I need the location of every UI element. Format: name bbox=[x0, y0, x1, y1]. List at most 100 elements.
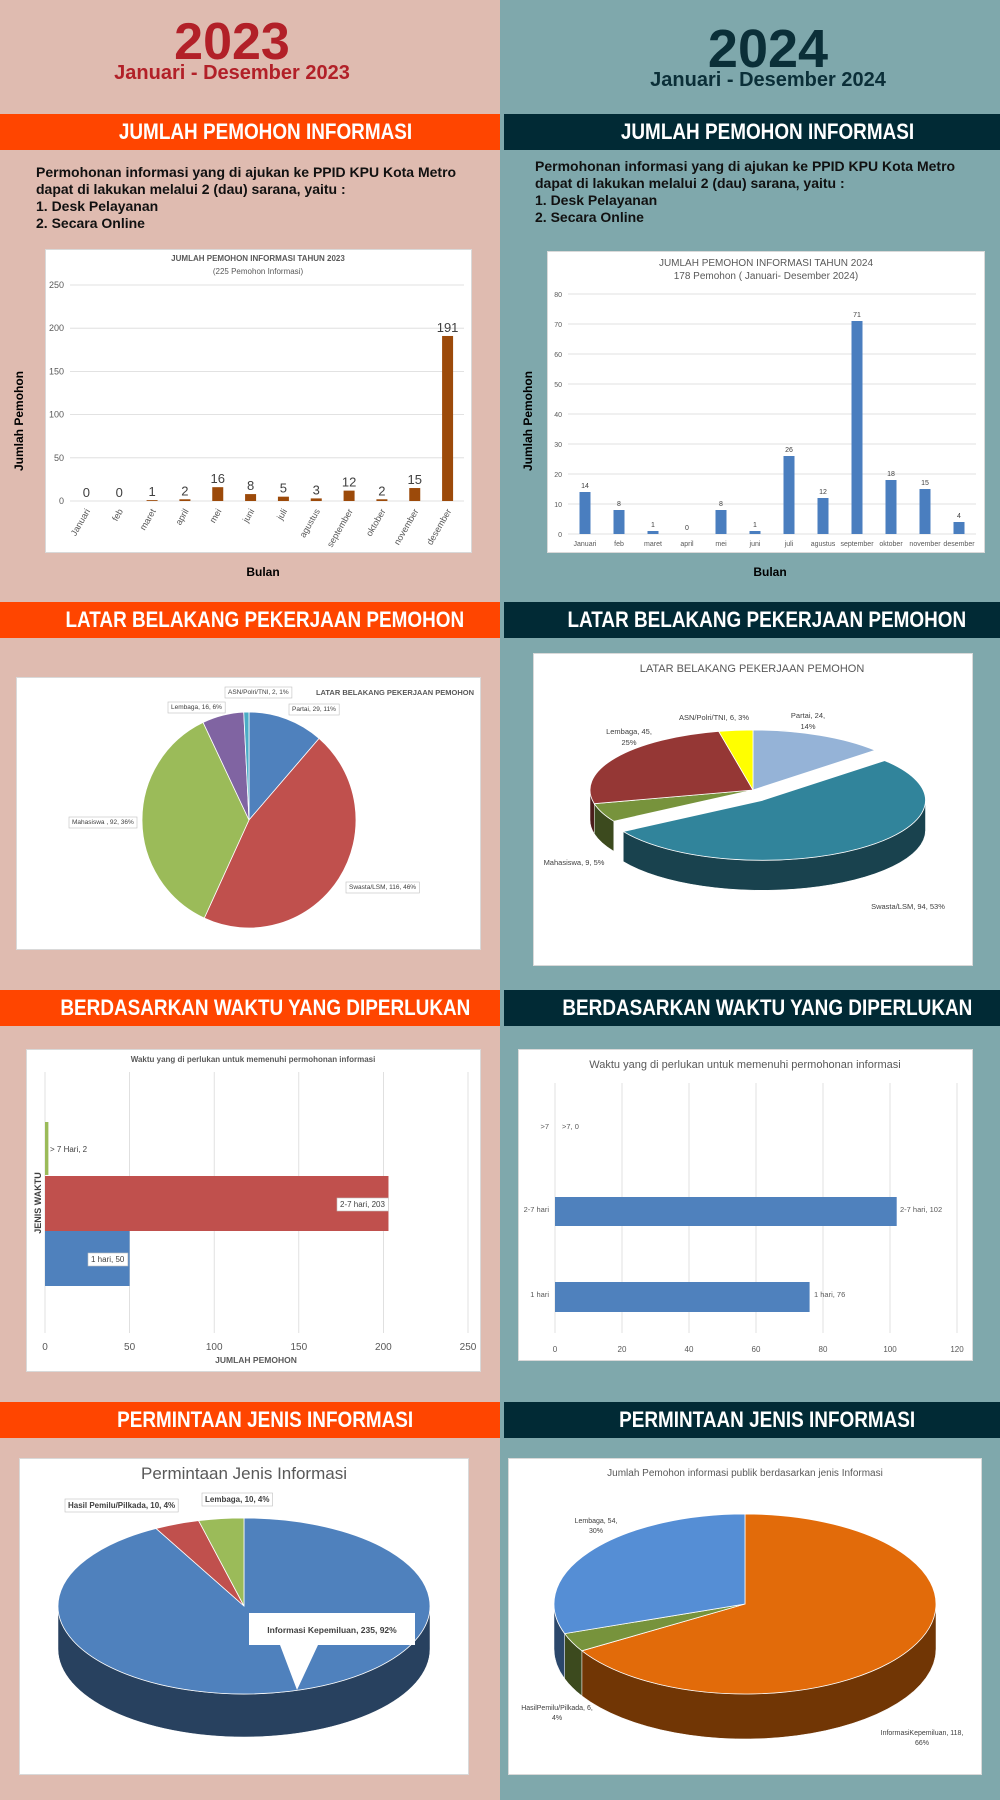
pie-slice-Lembaga bbox=[589, 730, 754, 805]
data-label: 14 bbox=[581, 483, 589, 490]
period-2024: Januari - Desember 2024 bbox=[650, 69, 886, 91]
pie-slice-Partai bbox=[248, 711, 320, 822]
y-tick-label: 1 hari bbox=[530, 1290, 549, 1299]
x-tick-label: maret bbox=[644, 541, 662, 548]
y-tick-label: 100 bbox=[49, 410, 64, 420]
x-tick-label: juni bbox=[749, 541, 761, 548]
chart-subtitle: 178 Pemohon ( Januari- Desember 2024) bbox=[674, 271, 859, 282]
x-tick-label: desember bbox=[943, 541, 975, 548]
pie-slice-Lembaga bbox=[553, 1513, 746, 1635]
x-tick-label: april bbox=[173, 507, 190, 527]
bar-desember bbox=[953, 522, 965, 534]
data-label: 0 bbox=[83, 485, 90, 500]
x-tick-label: oktober bbox=[879, 541, 903, 548]
pie-slice-InformasiKepemiluan bbox=[581, 1513, 937, 1695]
x-tick-label: april bbox=[680, 541, 694, 548]
y-tick-label: 50 bbox=[554, 382, 562, 389]
x-tick-label: november bbox=[392, 507, 421, 547]
data-label: 8 bbox=[719, 501, 723, 508]
section-header-waktu-2024: BERDASARKAN WAKTU YANG DIPERLUKAN bbox=[504, 990, 1000, 1026]
period-2023: Januari - Desember 2023 bbox=[114, 62, 350, 84]
x-tick-label: feb bbox=[110, 507, 125, 523]
header-text: LATAR BELAKANG PEKERJAAN PEMOHON bbox=[65, 607, 465, 632]
data-label: 12 bbox=[342, 475, 356, 490]
data-label: 14% bbox=[800, 722, 815, 731]
data-label: 30% bbox=[589, 1528, 603, 1535]
data-label: 1 hari, 50 bbox=[91, 1255, 125, 1264]
chart-title: LATAR BELAKANG PEKERJAAN PEMOHON bbox=[640, 663, 865, 675]
x-tick-label: 0 bbox=[42, 1342, 48, 1353]
chart-title: Waktu yang di perlukan untuk memenuhi pe… bbox=[589, 1059, 900, 1071]
chart-title: LATAR BELAKANG PEKERJAAN PEMOHON bbox=[316, 688, 474, 697]
data-label: Hasil Pemilu/Pilkada, 10, 4% bbox=[68, 1501, 175, 1510]
y-tick-label: 2-7 hari bbox=[524, 1205, 550, 1214]
header-text: BERDASARKAN WAKTU YANG DIPERLUKAN bbox=[562, 995, 972, 1020]
y-tick-label: 50 bbox=[54, 453, 64, 463]
x-tick-label: september bbox=[840, 541, 874, 548]
x-tick-label: 200 bbox=[375, 1342, 392, 1353]
bar-september bbox=[343, 490, 355, 501]
bar-mei bbox=[212, 487, 224, 501]
chart-title: Jumlah Pemohon informasi publik berdasar… bbox=[607, 1468, 883, 1479]
bar-> 7 Hari bbox=[45, 1122, 49, 1175]
data-label: 2-7 hari, 203 bbox=[340, 1200, 385, 1209]
data-label: 71 bbox=[853, 312, 861, 319]
data-label: 1 hari, 76 bbox=[814, 1290, 845, 1299]
header-text: BERDASARKAN WAKTU YANG DIPERLUKAN bbox=[60, 995, 470, 1020]
callout-box bbox=[249, 1613, 415, 1690]
y-axis-label: JENIS WAKTU bbox=[33, 1172, 43, 1234]
bar-maret bbox=[647, 531, 659, 534]
y-tick-label: 30 bbox=[554, 442, 562, 449]
data-label: 18 bbox=[887, 471, 895, 478]
bar-Januari bbox=[579, 492, 591, 534]
x-tick-label: 100 bbox=[206, 1342, 223, 1353]
data-label: Lembaga, 16, 6% bbox=[171, 704, 222, 711]
data-label: 26 bbox=[785, 447, 793, 454]
x-tick-label: feb bbox=[614, 541, 624, 548]
bar-oktober bbox=[885, 480, 897, 534]
section-header-pekerjaan-2024: LATAR BELAKANG PEKERJAAN PEMOHON bbox=[504, 602, 1000, 638]
x-tick-label: 60 bbox=[752, 1345, 761, 1354]
intro-line: dapat di lakukan melalui 2 (dau) sarana,… bbox=[36, 181, 346, 197]
x-tick-label: juni bbox=[240, 507, 256, 525]
section-header-jenis-2023: PERMINTAAN JENIS INFORMASI bbox=[0, 1402, 500, 1438]
pie-slice-Mahasiswa bbox=[141, 721, 250, 919]
section-header-jumlah-2023: JUMLAH PEMOHON INFORMASI bbox=[0, 114, 500, 150]
header-text: PERMINTAAN JENIS INFORMASI bbox=[116, 1407, 414, 1432]
data-label: 4% bbox=[552, 1715, 562, 1722]
y-tick-label: >7 bbox=[540, 1122, 549, 1131]
bar-agustus bbox=[817, 498, 829, 534]
x-tick-label: mei bbox=[715, 541, 727, 548]
year-title-2023: 2023 bbox=[174, 13, 290, 71]
data-label-box bbox=[345, 881, 420, 894]
data-label: ASN/Polri/TNI, 2, 1% bbox=[228, 689, 289, 696]
x-tick-label: desember bbox=[425, 507, 454, 547]
x-tick-label: 120 bbox=[950, 1345, 964, 1354]
bar-mei bbox=[715, 510, 727, 534]
data-label: Lembaga, 45, bbox=[606, 727, 652, 736]
data-label: 1 bbox=[148, 484, 155, 499]
bar-november bbox=[409, 488, 421, 501]
bar-november bbox=[919, 489, 931, 534]
y-tick-label: 250 bbox=[49, 280, 64, 290]
data-label: Swasta/LSM, 94, 53% bbox=[871, 902, 945, 911]
header-text: PERMINTAAN JENIS INFORMASI bbox=[618, 1407, 916, 1432]
y-axis-label: Jumlah Pemohon bbox=[12, 371, 26, 471]
x-tick-label: 250 bbox=[460, 1342, 477, 1353]
chart-title: JUMLAH PEMOHON INFORMASI TAHUN 2024 bbox=[659, 258, 874, 269]
data-label: 1 bbox=[651, 522, 655, 529]
data-label-box bbox=[201, 1492, 273, 1507]
x-tick-label: 100 bbox=[883, 1345, 897, 1354]
data-label-box bbox=[288, 703, 340, 716]
data-label: Swasta/LSM, 116, 46% bbox=[349, 884, 416, 891]
x-tick-label: juli bbox=[274, 507, 289, 522]
x-tick-label: september bbox=[325, 507, 355, 549]
x-tick-label: mei bbox=[208, 507, 224, 525]
intro-line: Permohonan informasi yang di ajukan ke P… bbox=[535, 158, 956, 174]
bar-april bbox=[179, 499, 191, 501]
x-tick-label: Januari bbox=[574, 541, 597, 548]
y-tick-label: 40 bbox=[554, 412, 562, 419]
data-label-box bbox=[64, 1498, 179, 1513]
bar-september bbox=[851, 321, 863, 534]
